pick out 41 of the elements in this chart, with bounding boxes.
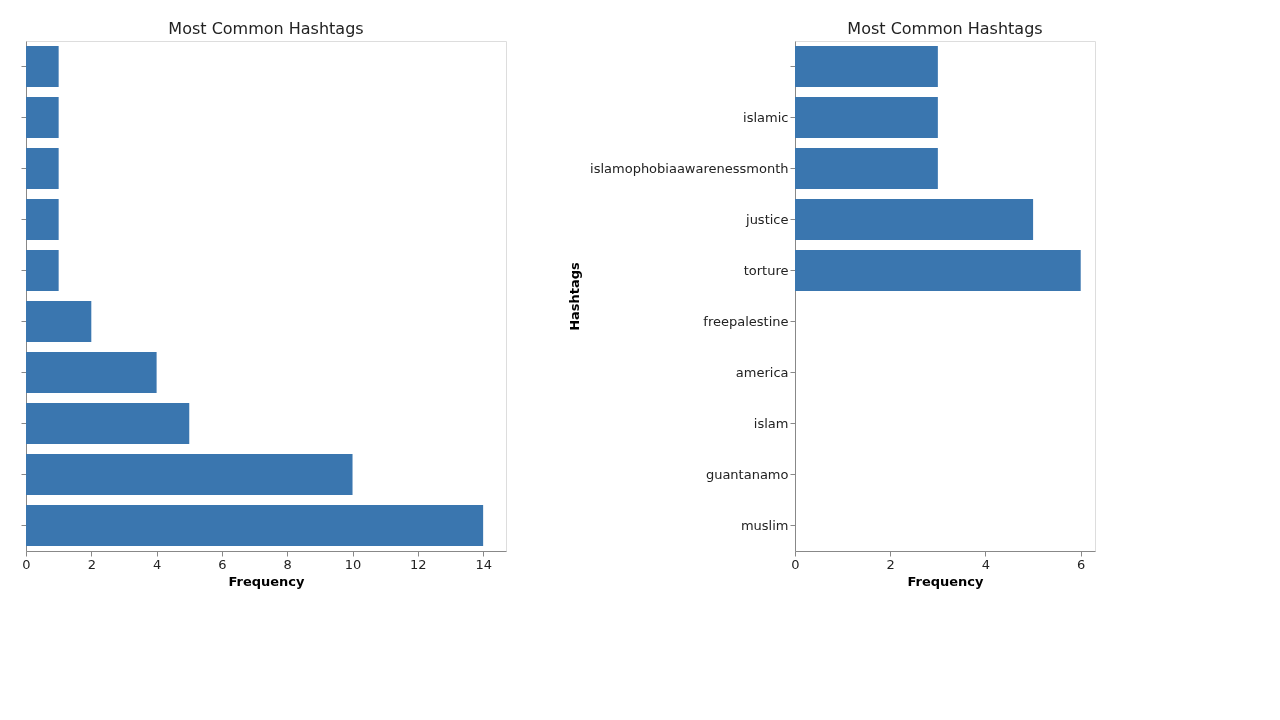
y-tick-label: guantanamo	[705, 466, 789, 482]
x-tick-label: 12	[410, 556, 427, 572]
y-tick-label: islamic	[743, 109, 789, 125]
x-tick-label: 4	[981, 556, 991, 572]
x-axis-title: Frequency	[228, 573, 306, 589]
bar	[26, 352, 157, 393]
bar	[26, 301, 92, 342]
x-tick-label: 6	[218, 556, 227, 572]
bar	[795, 46, 938, 87]
bar	[26, 403, 190, 444]
bar	[26, 148, 59, 189]
bar	[795, 250, 1081, 291]
y-tick-label: freepalestine	[703, 313, 789, 329]
x-tick-label: 2	[886, 556, 895, 572]
x-tick-label: 0	[791, 556, 800, 572]
bar	[26, 199, 59, 240]
y-tick-label: torture	[743, 262, 789, 278]
bar	[26, 454, 353, 495]
bar	[795, 199, 1034, 240]
bar	[26, 250, 59, 291]
x-tick-label: 2	[87, 556, 96, 572]
bar	[795, 148, 938, 189]
bar	[26, 46, 59, 87]
x-tick-label: 14	[475, 556, 492, 572]
x-tick-label: 8	[283, 556, 292, 572]
y-tick-label: islamophobiaawarenessmonth	[590, 160, 789, 176]
x-axis-title: Frequency	[907, 573, 985, 589]
y-tick-label: america	[735, 364, 789, 380]
x-tick-label: 0	[22, 556, 31, 572]
chart-title: Most Common Hashtags	[847, 19, 1043, 38]
y-tick-label: muslim	[740, 517, 789, 533]
x-tick-label: 6	[1077, 556, 1086, 572]
bar	[795, 97, 938, 138]
bar	[26, 97, 59, 138]
y-tick-label: justice	[745, 211, 789, 227]
x-tick-label: 4	[152, 556, 162, 572]
y-tick-label: islam	[753, 415, 789, 431]
x-tick-label: 10	[344, 556, 362, 572]
y-axis-title: Hashtags	[566, 261, 582, 331]
chart-title: Most Common Hashtags	[168, 19, 364, 38]
bar	[26, 505, 484, 546]
